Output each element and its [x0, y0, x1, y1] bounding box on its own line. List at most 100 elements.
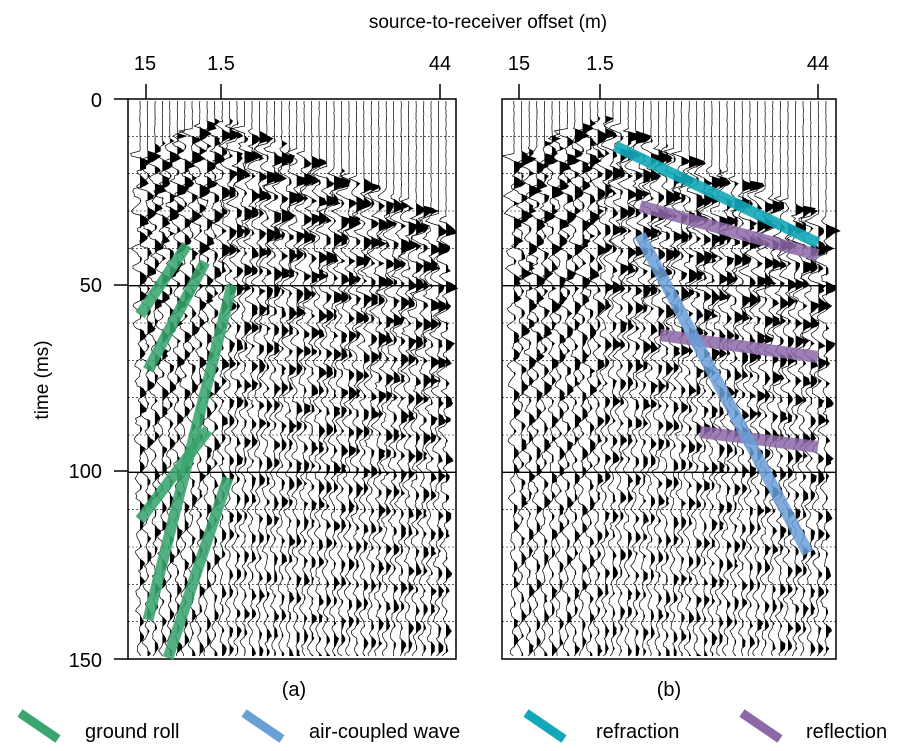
legend-label: refraction	[596, 721, 679, 743]
ground-roll-swatch	[17, 709, 61, 743]
ground-roll-line	[135, 426, 213, 524]
ground-roll-overlays	[135, 241, 238, 660]
seismic-trace-fill	[826, 101, 840, 656]
offset-tick-label: 44	[807, 53, 829, 75]
seismic-trace-fill	[192, 101, 205, 656]
seismic-trace-fill	[319, 101, 329, 656]
panel-label: (a)	[282, 679, 306, 701]
seismic-trace-fill	[612, 101, 626, 656]
seismic-trace-fill	[689, 101, 702, 656]
seismic-trace-fill	[311, 101, 324, 656]
seismic-trace-fill	[673, 101, 685, 656]
seismic-trace-fill	[378, 101, 389, 656]
seismic-traces	[130, 100, 459, 657]
seismic-trace-fill	[184, 101, 195, 656]
seismic-trace-fill	[438, 101, 450, 656]
panel-label: (b)	[657, 679, 681, 701]
seismic-trace-fill	[803, 101, 816, 656]
offset-tick-label: 15	[508, 53, 530, 75]
seismic-traces	[501, 100, 841, 657]
panel-frame	[501, 98, 837, 660]
seismic-trace-fill	[559, 101, 571, 656]
seismic-trace-fill	[446, 101, 458, 656]
seismic-trace-fill	[177, 101, 189, 656]
legend-label: ground roll	[85, 721, 180, 743]
seismic-trace-fill	[582, 101, 593, 656]
y-axis-label: time (ms)	[32, 340, 53, 419]
offset-tick-label: 15	[134, 53, 156, 75]
seismic-trace-fill	[393, 101, 405, 656]
reflection-overlays	[638, 200, 820, 453]
seismic-trace-fill	[795, 101, 806, 656]
seismic-trace-fill	[544, 101, 558, 656]
seismic-trace-fill	[237, 101, 249, 656]
time-tick-label: 150	[69, 650, 102, 672]
air-coupled-wave-overlays	[634, 232, 814, 556]
refraction-swatch	[523, 709, 567, 743]
seismic-trace-fill	[620, 101, 632, 656]
seismic-trace-fill	[772, 101, 783, 656]
seismic-trace-fill	[521, 101, 536, 656]
seismic-trace-fill	[734, 101, 746, 656]
time-tick-label: 50	[80, 275, 102, 297]
seismic-trace-fill	[266, 101, 279, 656]
legend-item-reflection: reflection	[739, 709, 887, 743]
seismic-trace-fill	[423, 101, 436, 656]
time-tick-label: 100	[69, 461, 102, 483]
seismic-trace-fill	[356, 101, 369, 656]
seismic-trace-fill	[552, 101, 564, 656]
offset-tick-label: 1.5	[207, 53, 235, 75]
seismic-trace-fill	[281, 101, 294, 656]
seismic-trace-fill	[651, 101, 660, 656]
seismic-trace-fill	[304, 101, 316, 656]
reflection-line	[638, 200, 820, 261]
seismic-trace-fill	[229, 101, 240, 656]
legend-item-air-coupled-wave: air-coupled wave	[241, 709, 460, 743]
top-axis-label: source-to-receiver offset (m)	[369, 12, 607, 33]
seismic-trace-fill	[274, 101, 285, 656]
offset-tick-label: 1.5	[586, 53, 614, 75]
reflection-swatch	[739, 709, 783, 743]
seismic-trace-fill	[643, 101, 655, 656]
seismic-trace-fill	[401, 101, 411, 656]
seismic-trace-fill	[371, 101, 383, 656]
panel-grid	[128, 136, 456, 623]
legend: ground roll air-coupled wave refraction …	[17, 709, 887, 743]
seismic-trace-fill	[536, 101, 549, 656]
ground-roll-line	[162, 476, 234, 660]
seismic-trace-fill	[416, 101, 429, 656]
panel-a: 15 1.5 44 (a)	[114, 53, 459, 701]
seismic-trace-fill	[207, 101, 218, 656]
seismic-trace-fill	[719, 101, 729, 656]
seismic-trace-fill	[140, 101, 149, 656]
seismic-trace-fill	[658, 101, 673, 656]
seismic-trace-fill	[818, 101, 828, 656]
seismic-trace-fill	[252, 101, 263, 656]
seismic-trace-fill	[590, 101, 601, 656]
seismic-trace	[547, 100, 572, 657]
seismic-trace-fill	[810, 101, 820, 656]
seismic-trace	[814, 100, 841, 657]
seismic-trace-fill	[244, 101, 256, 656]
panel-b: 15 1.5 44 (b)	[501, 53, 841, 701]
legend-item-ground-roll: ground roll	[17, 709, 180, 743]
seismic-trace-fill	[780, 101, 792, 656]
seismic-trace-fill	[341, 101, 352, 656]
seismic-trace-fill	[666, 101, 677, 656]
seismic-trace-fill	[681, 101, 694, 656]
seismic-trace-fill	[349, 101, 360, 656]
refraction-line	[612, 141, 821, 248]
seismic-trace-fill	[529, 101, 542, 656]
legend-label: air-coupled wave	[309, 721, 460, 743]
seismic-trace-fill	[704, 101, 714, 656]
ground-roll-line	[135, 241, 192, 319]
seismic-trace	[218, 100, 241, 657]
reflection-line	[659, 329, 819, 363]
ground-roll-line	[143, 259, 210, 373]
seismic-trace	[778, 100, 801, 657]
seismic-trace-fill	[696, 101, 708, 656]
seismic-trace-fill	[169, 101, 181, 656]
legend-item-refraction: refraction	[523, 709, 679, 743]
seismic-trace-fill	[431, 101, 440, 656]
seismic-trace-fill	[514, 101, 526, 656]
